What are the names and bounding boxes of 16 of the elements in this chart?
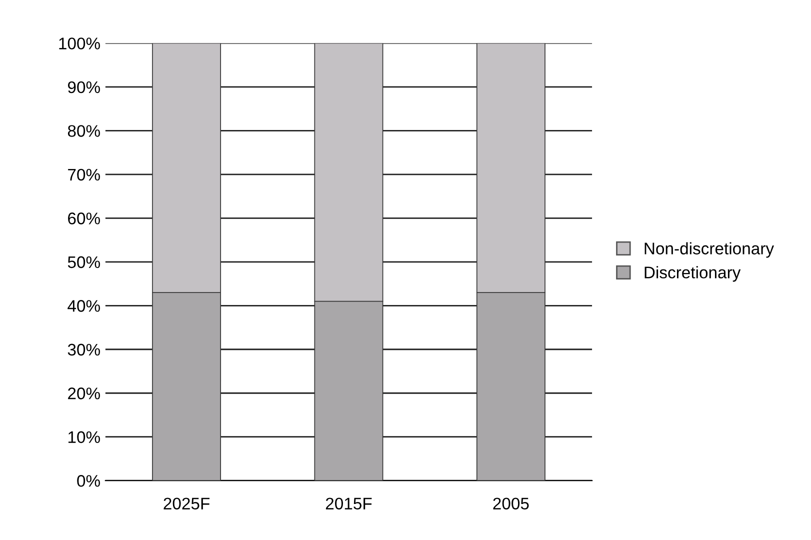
- y-tick-label: 40%: [68, 300, 100, 312]
- x-tick-label: 2015F: [326, 498, 372, 510]
- y-tick-label: 50%: [68, 256, 100, 268]
- x-tick-label: 2025F: [164, 498, 210, 510]
- y-tick-label: 10%: [68, 431, 100, 444]
- legend-label: Discretionary: [644, 266, 741, 282]
- y-tick-label: 100%: [59, 38, 100, 50]
- y-tick-label: 90%: [68, 81, 100, 94]
- y-tick-label: 20%: [68, 388, 100, 400]
- y-tick-label: 60%: [68, 212, 100, 224]
- x-tick-label: 2005: [493, 498, 529, 510]
- y-tick-label: 30%: [68, 344, 100, 356]
- y-tick-label: 0%: [77, 475, 100, 487]
- legend-label: Non-discretionary: [644, 242, 774, 258]
- y-tick-label: 80%: [68, 125, 100, 137]
- y-tick-label: 70%: [68, 168, 100, 181]
